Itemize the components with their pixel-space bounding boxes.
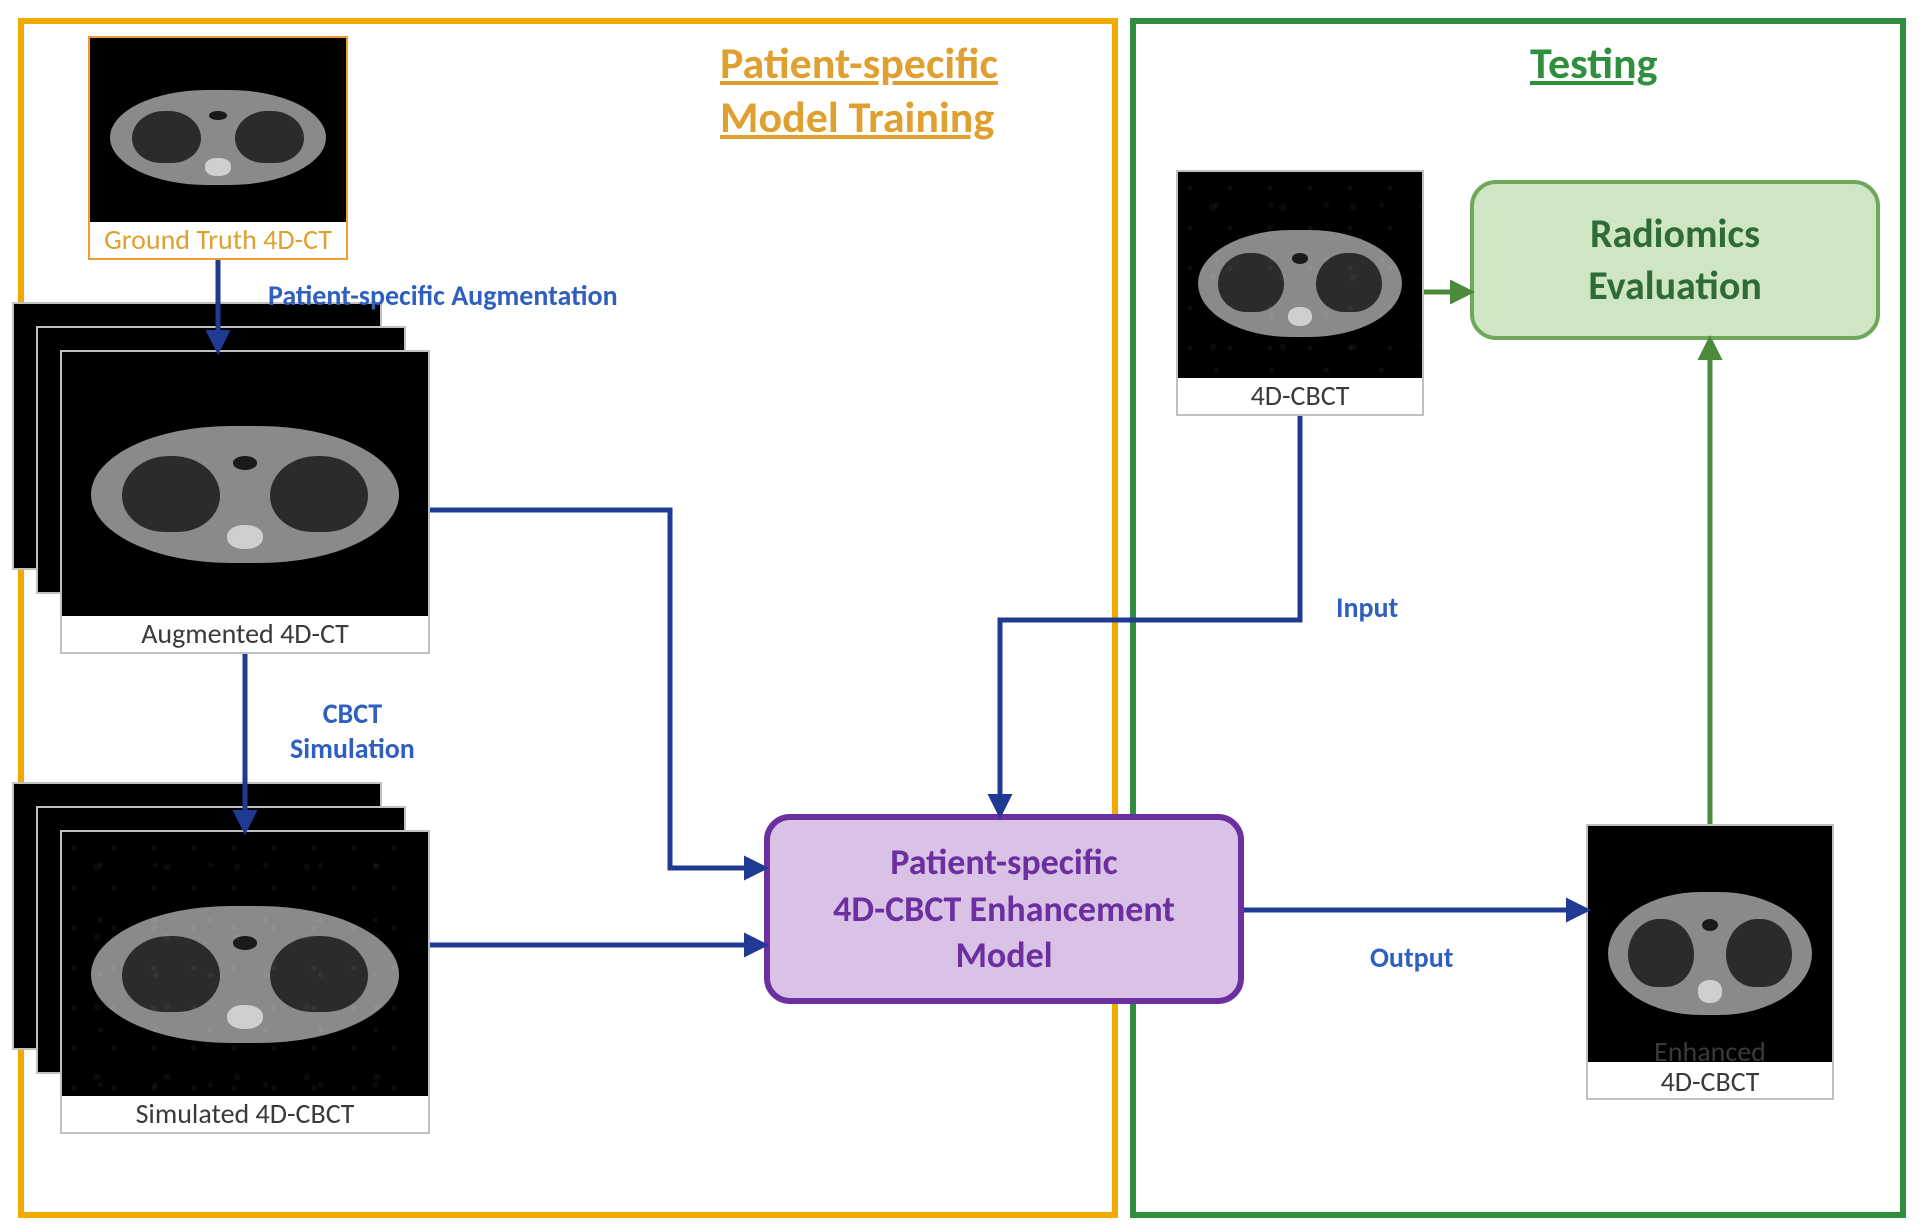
caption: Simulated 4D-CBCT xyxy=(62,1099,428,1128)
caption: Augmented 4D-CT xyxy=(62,619,428,648)
node-augmented-ct: Augmented 4D-CT xyxy=(60,350,430,654)
caption: Enhanced4D-CBCT xyxy=(1588,1037,1832,1096)
node-enhancement-model: Patient-specific4D-CBCT EnhancementModel xyxy=(764,814,1244,1004)
caption: Ground Truth 4D-CT xyxy=(90,225,346,254)
node-ground-truth-ct: Ground Truth 4D-CT xyxy=(88,36,348,260)
radiomics-label: RadiomicsEvaluation xyxy=(1588,208,1762,312)
node-input-cbct: 4D-CBCT xyxy=(1176,170,1424,416)
node-radiomics-evaluation: RadiomicsEvaluation xyxy=(1470,180,1880,340)
edge-label-cbct-simulation: CBCTSimulation xyxy=(290,696,415,766)
node-enhanced-cbct: Enhanced4D-CBCT xyxy=(1586,824,1834,1100)
diagram-canvas: Patient-specificModel Training Testing G… xyxy=(0,0,1924,1232)
caption: 4D-CBCT xyxy=(1178,381,1422,410)
ct-scan-image xyxy=(62,832,428,1096)
edge-label-input: Input xyxy=(1336,590,1398,625)
panel-title-training: Patient-specificModel Training xyxy=(720,36,998,144)
ct-scan-image xyxy=(62,352,428,616)
model-label: Patient-specific4D-CBCT EnhancementModel xyxy=(833,839,1175,979)
edge-label-augmentation: Patient-specific Augmentation xyxy=(268,278,618,313)
node-simulated-cbct: Simulated 4D-CBCT xyxy=(60,830,430,1134)
panel-title-testing: Testing xyxy=(1530,36,1657,90)
ct-scan-image xyxy=(1178,172,1422,378)
ct-scan-image xyxy=(90,38,346,222)
ct-scan-image xyxy=(1588,826,1832,1062)
edge-label-output: Output xyxy=(1370,940,1453,975)
